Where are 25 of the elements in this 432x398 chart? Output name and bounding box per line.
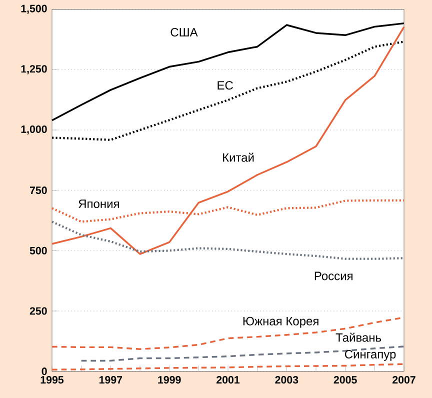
x-tick-label: 2001 — [216, 376, 240, 384]
series-label: Тайвань — [336, 332, 382, 342]
y-tick-label: 250 — [30, 307, 47, 315]
y-tick-label: 1,500 — [21, 4, 47, 14]
line-series — [51, 22, 405, 122]
text: США — [170, 28, 198, 37]
series-label: ЕС — [218, 81, 233, 90]
x-tick-label: 1997 — [99, 376, 122, 384]
series-label: Южная Корея — [243, 316, 318, 328]
line-series — [50, 220, 406, 260]
x-tick-label: 2003 — [275, 376, 298, 384]
series-label: Япония — [78, 200, 119, 208]
x-tick-label: 2007 — [392, 376, 416, 384]
y-tick-label: 1,000 — [21, 125, 47, 135]
x-tick-label: 1999 — [158, 376, 181, 384]
series-label: Китай — [223, 152, 254, 162]
line-series — [51, 26, 405, 255]
y-tick-label: 0 — [42, 368, 47, 376]
x-tick-label: 1995 — [40, 376, 64, 384]
y-tick-label: 1,250 — [21, 65, 47, 74]
series-label: Россия — [314, 272, 352, 280]
series-label: Сингапур — [344, 350, 396, 361]
y-tick-label: 750 — [30, 186, 47, 194]
y-tick-label: 500 — [30, 246, 47, 254]
x-tick-label: 2005 — [334, 376, 357, 384]
